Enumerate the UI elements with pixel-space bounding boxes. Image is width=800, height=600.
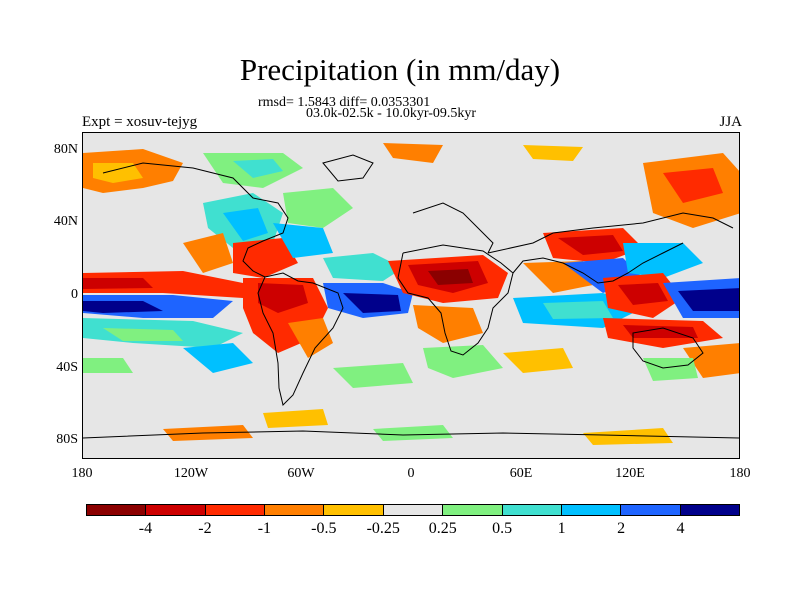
- anomaly-patch: [93, 163, 143, 183]
- anomaly-patch: [273, 223, 333, 258]
- lat-label-0: 0: [71, 287, 78, 302]
- anomaly-patch: [233, 159, 283, 178]
- colorbar-tick-label: 0.25: [428, 520, 457, 537]
- anomaly-patch: [383, 143, 443, 163]
- anomaly-patch: [643, 358, 698, 381]
- anomaly-patch: [623, 243, 703, 278]
- asia-coast: [487, 212, 734, 284]
- colorbar-segment: [443, 505, 503, 515]
- anomaly-patch: [413, 305, 483, 343]
- anomaly-patch: [373, 425, 453, 441]
- colorbar-segment: [383, 505, 444, 515]
- colorbar-segment: [205, 505, 266, 515]
- africa-coast: [397, 244, 514, 356]
- australia-coast: [632, 327, 704, 369]
- europe-coast: [412, 202, 494, 254]
- anomaly-patch: [258, 283, 308, 313]
- anomaly-patch: [83, 301, 163, 313]
- anomaly-patch: [233, 238, 298, 278]
- anomaly-patch: [103, 328, 183, 341]
- experiment-label: Expt = xosuv-tejyg: [82, 114, 198, 130]
- lat-label-40s: 40S: [56, 360, 78, 375]
- antarctica-coast: [83, 430, 739, 439]
- colorbar-segment: [265, 505, 325, 515]
- anomaly-patch: [333, 363, 413, 388]
- coastlines: [83, 154, 739, 439]
- colorbar-segment: [146, 505, 206, 515]
- colorbar-tick-label: 1: [557, 520, 566, 537]
- anomaly-patch: [558, 235, 623, 255]
- anomaly-patch: [623, 325, 698, 338]
- colorbar-tick-label: -2: [198, 520, 212, 537]
- colorbar-segment: [621, 505, 681, 515]
- anomaly-patch: [83, 358, 133, 373]
- colorbar-segment: [680, 505, 739, 515]
- anomaly-patch: [543, 301, 613, 319]
- anomaly-patch: [663, 168, 723, 203]
- anomaly-patch: [343, 293, 401, 313]
- anomaly-patch: [423, 345, 503, 378]
- season-label: JJA: [719, 114, 742, 130]
- anomaly-patch: [583, 428, 673, 445]
- anomaly-patch: [428, 269, 473, 285]
- anomaly-patch: [83, 278, 153, 289]
- anomaly-patch: [223, 208, 268, 241]
- anomaly-patch: [503, 348, 573, 373]
- south-america-coast: [257, 272, 344, 406]
- anomaly-patch: [323, 253, 403, 281]
- chart-title: Precipitation (in mm/day): [239, 52, 561, 87]
- colorbar-tick-label: -1: [257, 520, 272, 537]
- colorbar-tick-label: 0.5: [492, 520, 513, 537]
- colorbar-tick-label: 2: [617, 520, 626, 537]
- lon-label-0: 0: [407, 466, 415, 481]
- anomaly-patch: [283, 188, 353, 228]
- lon-label-120w: 120W: [173, 466, 209, 481]
- anomaly-patch: [183, 233, 233, 273]
- stats-subtitle: rmsd= 1.5843 diff= 0.0353301: [258, 95, 431, 110]
- lon-label-60w: 60W: [287, 466, 315, 481]
- anomaly-patch: [183, 343, 253, 373]
- anomaly-patch: [83, 271, 243, 298]
- colorbar-tick-label: -4: [138, 520, 153, 537]
- anomaly-patch: [523, 145, 583, 161]
- map-canvas: [83, 133, 739, 458]
- colorbar-segment: [561, 505, 622, 515]
- anomaly-patch: [288, 318, 333, 358]
- colorbar-segment: [87, 505, 147, 515]
- lon-label-180e: 180: [729, 466, 751, 481]
- lon-label-120e: 120E: [615, 466, 645, 481]
- lon-label-180w: 180: [71, 466, 93, 481]
- lon-label-60e: 60E: [509, 466, 533, 481]
- anomaly-patch: [683, 343, 739, 378]
- colorbar-tick-label: -0.5: [311, 520, 337, 537]
- colorbar-tick-label: -0.25: [366, 520, 400, 537]
- north-america-coast: [102, 162, 289, 278]
- period-subtitle: 03.0k-02.5k - 10.0kyr-09.5kyr: [306, 106, 477, 121]
- colorbar-segment: [502, 505, 562, 515]
- lat-label-80s: 80S: [56, 432, 78, 447]
- colorbar-tick-label: 4: [676, 520, 685, 537]
- precipitation-map: [82, 132, 740, 459]
- colorbar-segment: [324, 505, 384, 515]
- anomaly-patch: [263, 409, 328, 428]
- lat-label-80n: 80N: [53, 142, 78, 157]
- colorbar: [86, 504, 740, 516]
- lat-label-40n: 40N: [53, 214, 78, 229]
- anomaly-patch: [678, 288, 739, 311]
- greenland-coast: [322, 154, 374, 182]
- anomaly-patch: [618, 283, 668, 305]
